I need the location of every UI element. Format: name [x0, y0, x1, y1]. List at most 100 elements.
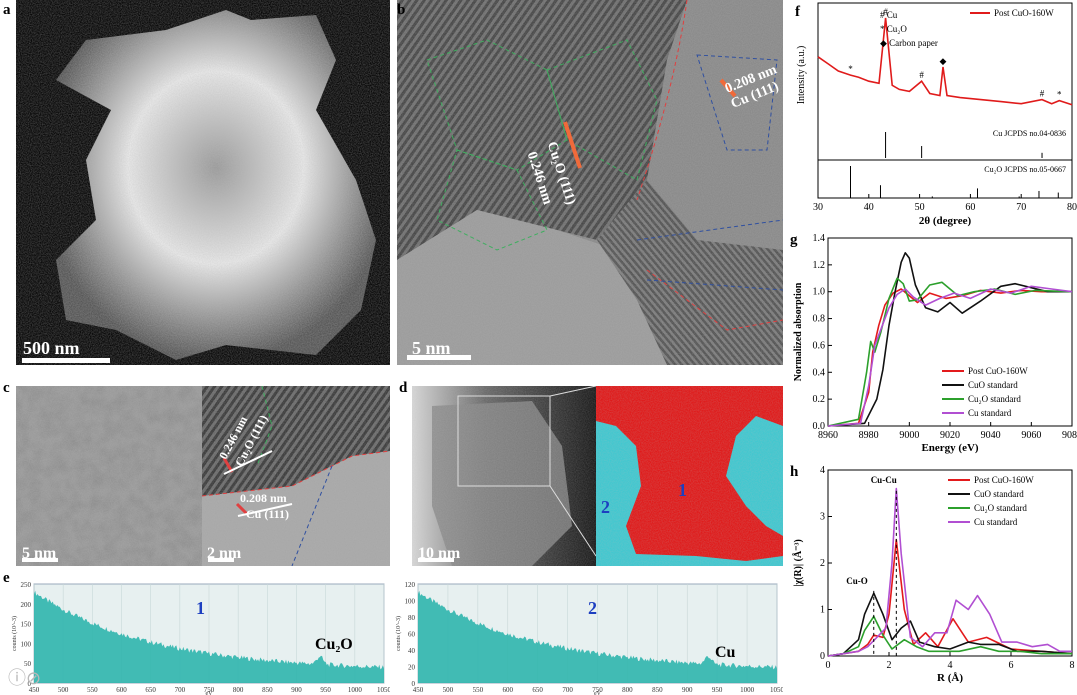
spectrum-2-ytick: 120	[405, 581, 416, 589]
h-series-line-1	[827, 539, 1073, 657]
spectrum-2-xtick: 700	[562, 686, 573, 694]
panel-c-label: c	[3, 380, 10, 396]
f-xtick-label: 80	[1067, 202, 1077, 213]
spectrum-2-phase: Cu	[715, 644, 736, 661]
g-xtick-label: 9000	[899, 430, 919, 441]
g-legend-label-2: CuO standard	[968, 380, 1018, 390]
watermark: ⓘ⊘	[8, 664, 41, 690]
g-xtick-label: 8980	[859, 430, 879, 441]
g-ytick-label: 1.0	[813, 287, 826, 298]
spectrum-1-xlabel: eV	[206, 691, 214, 695]
scale-bar-c2-line	[208, 558, 234, 562]
spectrum-1-region: 1	[196, 598, 205, 618]
f-legend-label: Post CuO-160W	[994, 8, 1054, 18]
eds-region-1: 1	[678, 480, 687, 500]
h-ytick-label: 3	[820, 512, 825, 523]
h-ytick-label: 1	[820, 605, 825, 616]
h-plot-frame	[827, 469, 1073, 657]
panel-g-label: g	[790, 232, 798, 248]
h-xtick-label: 0	[826, 660, 831, 671]
spectrum-2-xlabel: eV	[594, 691, 602, 695]
g-ytick-label: 0.4	[813, 367, 826, 378]
h-legend-label-1: Post CuO-160W	[974, 475, 1034, 485]
eds-spectrum-2: 450 500 550 600 650 700 750 800 850 900 950 1000 105…	[395, 581, 783, 695]
spectrum-2-xtick: 950	[712, 686, 723, 694]
g-ytick-label: 1.2	[813, 260, 826, 271]
g-ylabel: Normalized absorption	[793, 282, 804, 381]
f-cu2o-ref-label: Cu₂O JCPDS no.05-0667	[984, 165, 1066, 174]
spectrum-1-xtick: 750	[204, 686, 215, 694]
h-xtick-label: 4	[948, 660, 953, 671]
c-cu-plane: Cu (111)	[246, 507, 290, 521]
spectrum-1-xtick: 1000	[348, 686, 363, 694]
spectrum-1-xtick: 950	[320, 686, 331, 694]
g-ytick-label: 1.4	[813, 233, 826, 244]
f-ylabel: Intensity (a.u.)	[796, 46, 807, 105]
c-cu-dspacing: 0.208 nm	[240, 491, 287, 505]
g-legend-label-4: Cu standard	[968, 408, 1012, 418]
scale-bar-c1-text: 5 nm	[22, 545, 57, 562]
spectrum-2-ytick: 60	[408, 631, 416, 639]
h-ytick-label: 4	[820, 465, 825, 476]
g-ytick-label: 0.2	[813, 394, 826, 405]
g-series-line-2	[827, 252, 1072, 427]
watermark-logo-icon: ⓘ⊘	[8, 668, 42, 689]
scale-bar-c2-text: 2 nm	[207, 545, 242, 562]
f-xtick-label: 60	[965, 202, 975, 213]
f-peak-marker: #	[1040, 89, 1045, 99]
spectrum-2-ytick: 80	[408, 614, 416, 622]
h-xtick-label: 2	[887, 660, 892, 671]
panel-b-image	[397, 0, 783, 365]
spectrum-2-ytick: 20	[408, 664, 416, 672]
g-plot-frame	[827, 237, 1073, 427]
spectrum-2-ytick: 100	[405, 598, 416, 606]
scale-bar-b-text: 5 nm	[412, 338, 451, 358]
h-xlabel: R (Å)	[937, 672, 963, 684]
f-xlabel: 2θ (degree)	[919, 215, 972, 227]
spectrum-1-xtick: 500	[58, 686, 69, 694]
spectrum-1-xtick: 650	[145, 686, 156, 694]
spectrum-1-ytick: 0	[28, 680, 32, 688]
scale-bar-a-text: 500 nm	[23, 338, 80, 358]
h-legend-label-4: Cu standard	[974, 517, 1018, 527]
spectrum-2-xtick: 800	[622, 686, 633, 694]
scale-bar-d-line	[418, 558, 454, 562]
g-xtick-label: 9060	[1021, 430, 1041, 441]
spectrum-1-fill	[34, 590, 384, 683]
h-xtick-label: 6	[1009, 660, 1014, 671]
h-ytick-label: 0	[820, 651, 825, 662]
scale-bar-a-line	[22, 358, 110, 363]
f-marker-legend-2: * Cu₂O	[880, 24, 907, 34]
spectrum-2-fill	[418, 590, 777, 683]
h-legend-label-2: CuO standard	[974, 489, 1024, 499]
panel-f-label: f	[795, 4, 800, 20]
f-xtick-label: 30	[813, 202, 823, 213]
g-legend-label-3: Cu₂O standard	[968, 394, 1021, 404]
spectrum-1-ytick: 250	[21, 581, 32, 589]
h-annot-cu-cu: Cu-Cu	[871, 475, 897, 485]
f-cu-ref-label: Cu JCPDS no.04-0836	[993, 129, 1066, 138]
spectrum-1-xtick: 600	[116, 686, 127, 694]
spectrum-1-xtick: 550	[87, 686, 98, 694]
g-legend-label-1: Post CuO-160W	[968, 366, 1028, 376]
spectrum-1-ytick: 200	[21, 601, 32, 609]
h-ytick-label: 2	[820, 558, 825, 569]
panel-e-label: e	[3, 570, 10, 586]
spectrum-1-xtick: 900	[291, 686, 302, 694]
f-xtick-label: 40	[864, 202, 874, 213]
g-series-line-4	[827, 285, 1073, 427]
f-xtick-label: 50	[915, 202, 925, 213]
spectrum-2-xtick: 550	[473, 686, 484, 694]
h-series-line-3	[827, 615, 1072, 657]
spectrum-1-xtick: 450	[29, 686, 40, 694]
f-peak-marker: *	[848, 64, 853, 74]
scale-bar-c1-line	[22, 558, 58, 562]
panel-a-image	[16, 0, 390, 365]
f-peak-marker: #	[919, 70, 924, 80]
spectrum-1-xtick: 850	[262, 686, 273, 694]
panel-c-image-2	[202, 386, 390, 566]
spectrum-2-xtick: 900	[682, 686, 693, 694]
